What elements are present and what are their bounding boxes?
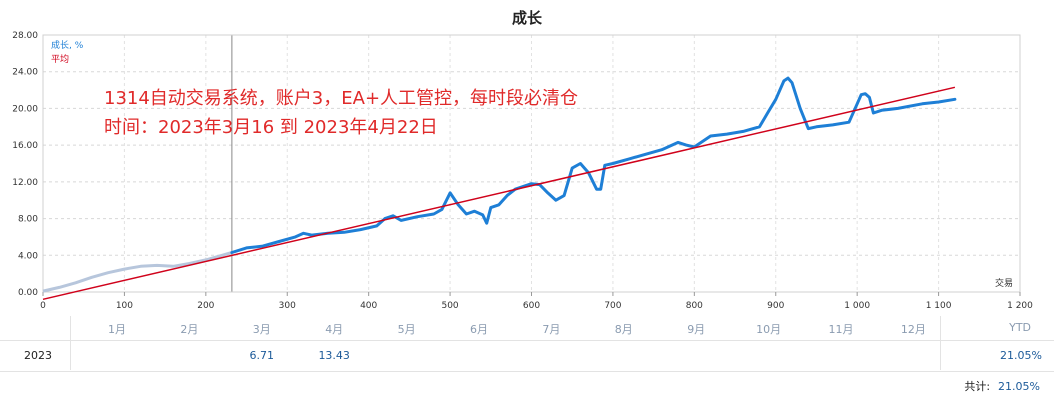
year-row: 2023 21.05% 6.71 13.43 bbox=[0, 340, 1054, 372]
y-tick-label: 12.00 bbox=[12, 178, 38, 188]
growth-line-history bbox=[42, 251, 233, 293]
month-value: 13.43 bbox=[318, 349, 350, 362]
chart-legend: 成长, % 平均 bbox=[51, 39, 84, 65]
x-tick-label: 1 000 bbox=[844, 301, 870, 311]
y-tick-label: 16.00 bbox=[12, 141, 38, 151]
ytd-value: 21.05% bbox=[1000, 349, 1042, 362]
average-line bbox=[42, 86, 956, 301]
y-tick-label: 4.00 bbox=[18, 251, 38, 261]
chart-title: 成长 bbox=[512, 9, 543, 27]
y-tick-label: 24.00 bbox=[12, 68, 38, 78]
year-label: 2023 bbox=[24, 349, 52, 362]
total-value: 21.05% bbox=[998, 380, 1040, 393]
x-tick-label: 400 bbox=[360, 301, 377, 311]
month-header: 4月 bbox=[325, 323, 344, 336]
month-header: 7月 bbox=[542, 323, 561, 336]
month-header: 12月 bbox=[900, 323, 926, 336]
month-header: 10月 bbox=[756, 323, 782, 336]
x-tick-label: 0 bbox=[40, 301, 46, 311]
x-tick-label: 900 bbox=[767, 301, 784, 311]
total-summary: 共计: 21.05% bbox=[964, 378, 1040, 394]
chart-axes: 0.00 4.00 8.00 12.00 16.00 20.00 24.00 28.00 0 10… bbox=[12, 31, 1033, 311]
month-header: 9月 bbox=[687, 323, 706, 336]
y-tick-label: 0.00 bbox=[18, 288, 38, 298]
month-header: 1月 bbox=[108, 323, 126, 336]
total-label: 共计: bbox=[964, 380, 991, 393]
table-divider-left bbox=[70, 316, 71, 370]
x-tick-label: 200 bbox=[197, 301, 214, 311]
month-header: 3月 bbox=[252, 323, 271, 336]
x-axis-label: 交易 bbox=[995, 277, 1013, 289]
growth-chart: 成长 0.00 4.00 8.00 12.00 16.00 20.00 24.00 28.00… bbox=[12, 9, 1033, 311]
month-header: 8月 bbox=[614, 323, 633, 336]
ytd-header: YTD bbox=[1009, 321, 1032, 334]
annotation-line-1: 1314自动交易系统，账户3，EA+人工管控，每时段必清仓 bbox=[104, 88, 578, 109]
table-divider-right bbox=[940, 316, 941, 370]
y-tick-label: 28.00 bbox=[12, 31, 38, 41]
y-tick-label: 8.00 bbox=[18, 215, 38, 225]
legend-average: 平均 bbox=[51, 53, 69, 65]
chart-series bbox=[42, 76, 957, 301]
x-tick-label: 1 200 bbox=[1007, 301, 1033, 311]
x-tick-label: 500 bbox=[441, 301, 458, 311]
month-header: 11月 bbox=[828, 323, 854, 336]
month-value: 6.71 bbox=[249, 349, 275, 362]
y-tick-label: 20.00 bbox=[12, 104, 38, 114]
x-tick-label: 800 bbox=[686, 301, 703, 311]
month-header-row: YTD 1月 2月 3月 4月 5月 6月 7月 8月 9月 10月 11月 12月 bbox=[0, 316, 1054, 340]
x-tick-label: 300 bbox=[279, 301, 296, 311]
legend-growth: 成长, % bbox=[51, 39, 84, 51]
month-header: 2月 bbox=[180, 323, 199, 336]
x-tick-label: 600 bbox=[523, 301, 540, 311]
chart-annotation: 1314自动交易系统，账户3，EA+人工管控，每时段必清仓 时间：2023年3月… bbox=[104, 88, 578, 138]
chart-grid bbox=[43, 35, 1020, 292]
month-header: 5月 bbox=[397, 323, 416, 336]
x-tick-label: 700 bbox=[604, 301, 621, 311]
annotation-line-2: 时间：2023年3月16 到 2023年4月22日 bbox=[104, 117, 438, 138]
x-tick-label: 1 100 bbox=[926, 301, 952, 311]
x-tick-label: 100 bbox=[116, 301, 133, 311]
month-header: 6月 bbox=[470, 323, 488, 336]
